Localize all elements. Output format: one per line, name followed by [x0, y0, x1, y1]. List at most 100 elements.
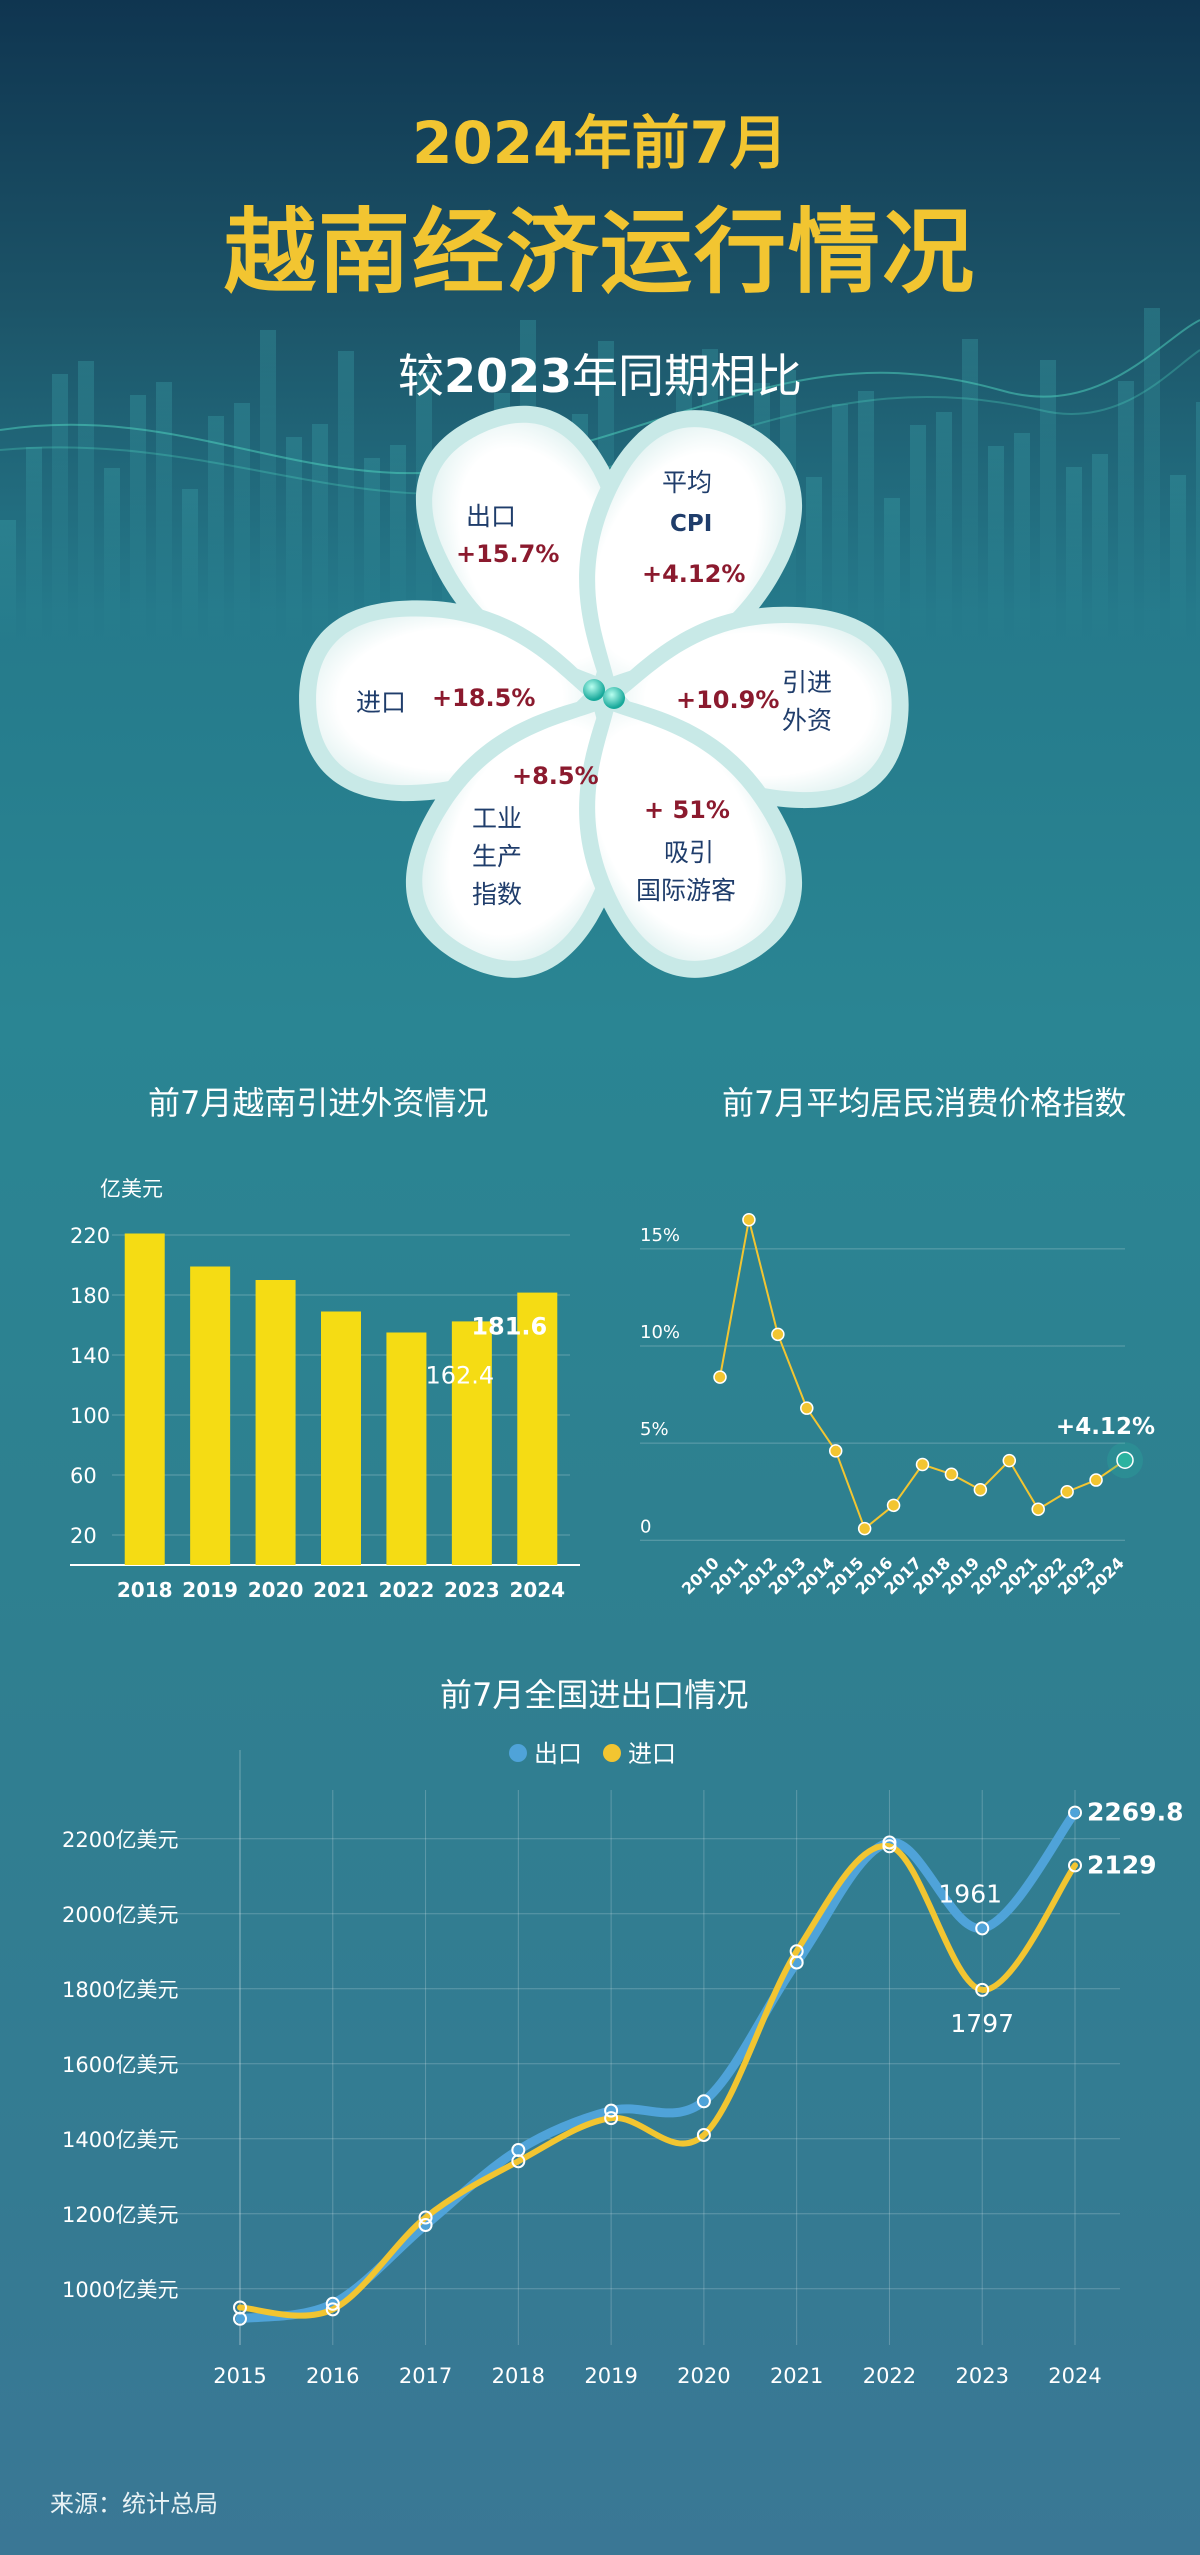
- trade-ytick-label: 1800亿美元: [62, 1978, 178, 2002]
- cpi-line-chart: 05%10%15%2010201120122013201420152016201…: [640, 1212, 1155, 1598]
- trade-point: [696, 2094, 711, 2109]
- petal-export-body: [432, 422, 620, 676]
- trade-point: [696, 2128, 711, 2142]
- trade-ytick-label: 1600亿美元: [62, 2053, 178, 2077]
- source-note: 来源：统计总局: [50, 2490, 218, 2518]
- petal-tourist: [579, 694, 803, 978]
- petal-tourist-label: 吸引: [664, 838, 715, 867]
- background-bar: [208, 416, 224, 640]
- trade-xtick-label: 2016: [306, 2364, 359, 2388]
- background-bar: [130, 395, 146, 640]
- fdi-bar: [517, 1292, 558, 1565]
- cpi-point: [1089, 1473, 1103, 1487]
- fdi-xtick-label: 2018: [117, 1578, 173, 1602]
- cpi-ytick-label: 0: [640, 1516, 651, 1537]
- background-bar: [312, 424, 328, 640]
- petal-export: [416, 405, 636, 694]
- petal-fdi-value: +10.9%: [676, 686, 780, 714]
- background-bar: [1014, 433, 1030, 640]
- trade-point: [325, 2302, 340, 2317]
- trade-line-chart: 出口 进口 2015 2016 2017 2018 2019 2020 2021 2022 2023…: [62, 1740, 1183, 2388]
- petal-industry-label3: 指数: [472, 880, 523, 909]
- background-bar: [1196, 402, 1200, 640]
- cpi-ytick-label: 15%: [640, 1225, 680, 1246]
- cpi-point: [742, 1212, 756, 1227]
- trade-xtick-label: 2022: [863, 2364, 916, 2388]
- background-bar: [806, 477, 822, 640]
- background-bar: [1170, 475, 1186, 640]
- fdi-bar: [124, 1233, 165, 1565]
- trade-legend-swatch: [603, 1744, 621, 1762]
- fdi-data-label: 162.4: [425, 1361, 494, 1389]
- petal-cpi-value: +4.12%: [642, 560, 746, 588]
- trade-xtick-label: 2023: [955, 2364, 1008, 2388]
- petal-industry-label2: 生产: [472, 842, 523, 871]
- background-bar: [364, 458, 380, 640]
- petal-cpi-label2: CPI: [670, 511, 713, 537]
- cpi-point: [1031, 1502, 1045, 1516]
- petal-fdi-label2: 外资: [782, 706, 833, 735]
- trade-point: [1068, 1858, 1082, 1873]
- cpi-point: [828, 1444, 843, 1458]
- fdi-bar-chart: 亿美元 20 60 100 140 180 220 2018 2019 2020 2021 2022…: [70, 1177, 580, 1602]
- petal-cpi-body: [595, 427, 786, 677]
- trade-point: [325, 2296, 340, 2311]
- background-bar: [260, 330, 276, 640]
- trade-data-label: 2269.8: [1087, 1798, 1183, 1827]
- petal-tourist-value: + 51%: [644, 796, 730, 824]
- background-bar: [988, 446, 1004, 640]
- trade-ytick-label: 1400亿美元: [62, 2128, 178, 2152]
- background-bar: [1066, 467, 1082, 640]
- background-bar: [962, 339, 978, 640]
- background-bar: [26, 447, 42, 640]
- background-bar: [0, 520, 16, 640]
- cpi-point: [1060, 1484, 1074, 1499]
- trade-ytick-label: 1000亿美元: [62, 2278, 178, 2302]
- background-bar: [1040, 360, 1056, 640]
- trade-ytick-label: 2200亿美元: [62, 1828, 178, 1852]
- fdi-ytick-label: 20: [70, 1524, 97, 1548]
- background-bar: [78, 361, 94, 640]
- petal-export-label: 出口: [466, 502, 517, 531]
- cpi-point: [944, 1467, 959, 1481]
- trade-xtick-label: 2015: [213, 2364, 266, 2388]
- flower-diagram: [299, 405, 909, 978]
- title-line-1: 2024年前7月: [412, 109, 788, 177]
- background-bar: [858, 391, 874, 640]
- cpi-ytick-label: 10%: [640, 1322, 680, 1343]
- trade-legend-swatch: [509, 1744, 527, 1762]
- trade-point: [418, 2210, 433, 2225]
- trade-point: [233, 2300, 247, 2315]
- cpi-point: [1116, 1451, 1134, 1469]
- cpi-point: [800, 1401, 814, 1415]
- cpi-data-label: +4.12%: [1056, 1414, 1155, 1440]
- fdi-xtick-label: 2021: [313, 1578, 369, 1602]
- fdi-xtick-label: 2020: [248, 1578, 304, 1602]
- trade-chart-title: 前7月全国进出口情况: [440, 1676, 749, 1714]
- title-line-2: 越南经济运行情况: [223, 199, 976, 306]
- background-bar: [234, 403, 250, 640]
- fdi-bar: [190, 1266, 231, 1565]
- trade-xtick-label: 2020: [677, 2364, 730, 2388]
- trade-point: [1068, 1805, 1082, 1820]
- fdi-xtick-label: 2024: [509, 1578, 565, 1602]
- fdi-chart-title: 前7月越南引进外资情况: [148, 1084, 489, 1122]
- trade-point: [789, 1944, 804, 1959]
- fdi-xtick-label: 2019: [182, 1578, 238, 1602]
- fdi-ytick-label: 100: [70, 1404, 110, 1428]
- background-bar: [104, 468, 120, 640]
- petal-fdi-label: 引进: [782, 668, 833, 697]
- center-pearl-left: [583, 679, 605, 701]
- petal-cpi-label: 平均: [662, 468, 713, 497]
- petal-import-label: 进口: [356, 688, 407, 717]
- subtitle: 较2023年同期相比: [397, 349, 803, 403]
- petal-export-value: +15.7%: [456, 540, 560, 568]
- trade-point: [604, 2103, 619, 2118]
- background-bar: [182, 489, 198, 640]
- trade-point: [418, 2218, 433, 2232]
- background-bar: [286, 437, 302, 640]
- background-bar: [338, 351, 354, 640]
- trade-xtick-label: 2021: [770, 2364, 823, 2388]
- trade-point: [882, 1839, 897, 1854]
- cpi-point: [771, 1327, 785, 1342]
